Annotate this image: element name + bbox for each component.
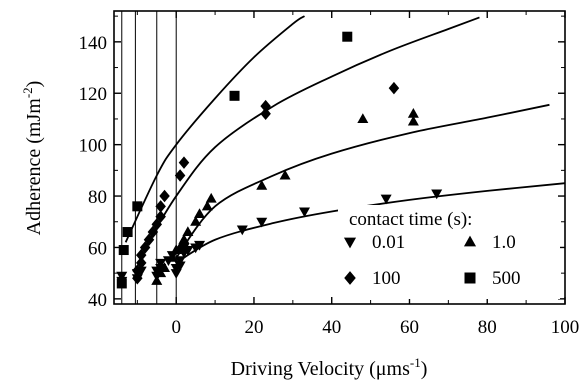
x-axis-title: Driving Velocity (μms-1) bbox=[231, 355, 428, 380]
legend-marker-500 bbox=[464, 272, 476, 284]
data-point-1.0-7 bbox=[182, 226, 194, 237]
data-point-100-2 bbox=[135, 256, 147, 270]
data-point-0.01-1 bbox=[116, 271, 128, 282]
data-point-500-0 bbox=[116, 278, 127, 289]
y-axis-title: Adherence (mJm-2) bbox=[20, 81, 45, 236]
data-point-1.0-0 bbox=[151, 275, 163, 285]
legend-label-0.01: 0.01 bbox=[372, 232, 405, 253]
data-point-0.01-21 bbox=[256, 217, 268, 228]
data-points bbox=[116, 31, 443, 289]
y-axis-title-main: Adherence (mJm bbox=[23, 98, 45, 236]
data-point-1.0-6 bbox=[178, 233, 190, 244]
data-point-0.01-24 bbox=[431, 189, 443, 200]
legend-label-500: 500 bbox=[492, 268, 521, 289]
y-tick-labels: 40 60 80 100 120 140 bbox=[79, 33, 108, 311]
data-point-500-4 bbox=[229, 90, 240, 101]
plot-frame bbox=[113, 10, 566, 305]
y-tick-label-3: 100 bbox=[79, 136, 108, 157]
legend-marker-0.01 bbox=[343, 237, 357, 249]
legend-title: contact time (s): bbox=[349, 209, 472, 230]
x-tick-label-2: 40 bbox=[322, 317, 341, 338]
legend-label-100: 100 bbox=[372, 268, 401, 289]
data-point-1.0-10 bbox=[201, 200, 213, 211]
data-point-1.0-2 bbox=[159, 262, 171, 273]
grid-lines bbox=[121, 11, 177, 304]
data-point-0.01-22 bbox=[299, 207, 311, 218]
x-tick-label-5: 100 bbox=[551, 317, 580, 338]
data-point-0.01-20 bbox=[236, 225, 248, 236]
data-point-100-0 bbox=[132, 272, 143, 285]
data-point-0.01-14 bbox=[174, 256, 186, 267]
x-tick-labels: 0 20 40 60 80 100 bbox=[171, 317, 579, 338]
data-point-1.0-1 bbox=[155, 267, 167, 278]
legend-items: 0.01 1.0 100 500 bbox=[343, 232, 521, 289]
x-axis-title-tail: ) bbox=[421, 358, 428, 380]
y-tick-label-2: 80 bbox=[88, 187, 107, 208]
data-point-100-12 bbox=[178, 156, 190, 169]
data-point-500-2 bbox=[122, 227, 133, 238]
data-point-1.0-16 bbox=[407, 108, 419, 118]
data-point-1.0-8 bbox=[190, 216, 202, 226]
y-axis-title-tail: ) bbox=[23, 81, 45, 88]
fit-curve-0.01 bbox=[175, 182, 566, 264]
fit-curve-1.0 bbox=[175, 103, 550, 259]
data-point-0.01-19 bbox=[194, 240, 206, 251]
y-tick-label-0: 40 bbox=[88, 290, 107, 311]
legend-background bbox=[338, 205, 560, 299]
fit-curve-100 bbox=[144, 16, 480, 248]
data-point-0.01-17 bbox=[182, 246, 194, 256]
data-point-500-1 bbox=[118, 245, 129, 256]
legend-marker-100 bbox=[344, 271, 356, 285]
data-point-0.01-11 bbox=[170, 269, 182, 279]
y-tick-label-4: 120 bbox=[79, 84, 108, 105]
data-point-500-5 bbox=[342, 31, 353, 42]
x-tick-label-1: 20 bbox=[244, 317, 263, 338]
data-point-1.0-14 bbox=[357, 113, 369, 123]
data-point-500-3 bbox=[132, 201, 143, 212]
data-point-100-9 bbox=[155, 200, 166, 213]
data-point-1.0-5 bbox=[174, 241, 186, 252]
data-point-1.0-15 bbox=[407, 115, 419, 126]
data-point-100-15 bbox=[388, 81, 400, 95]
legend-label-1.0: 1.0 bbox=[492, 232, 516, 253]
data-point-1.0-9 bbox=[194, 208, 206, 219]
data-point-1.0-11 bbox=[205, 192, 217, 203]
x-tick-label-0: 0 bbox=[171, 317, 181, 338]
y-tick-label-5: 140 bbox=[79, 33, 108, 54]
data-point-1.0-12 bbox=[256, 180, 268, 190]
axis-ticks bbox=[114, 11, 566, 304]
legend-marker-1.0 bbox=[463, 235, 477, 247]
data-point-100-10 bbox=[159, 189, 170, 203]
legend: contact time (s): 0.01 1.0 100 500 bbox=[338, 205, 560, 299]
x-tick-label-4: 80 bbox=[478, 317, 497, 338]
y-axis-title-sup: -2 bbox=[20, 87, 35, 98]
data-point-100-13 bbox=[260, 107, 271, 121]
x-axis-title-sup: -1 bbox=[410, 355, 421, 370]
fit-curves bbox=[124, 15, 566, 264]
x-axis-title-main: Driving Velocity (μms bbox=[231, 358, 410, 380]
data-point-100-8 bbox=[155, 210, 166, 223]
y-tick-label-1: 60 bbox=[88, 238, 107, 259]
data-point-1.0-13 bbox=[279, 169, 291, 180]
x-tick-label-3: 60 bbox=[400, 317, 419, 338]
data-point-100-14 bbox=[260, 99, 271, 113]
fit-curve-500 bbox=[124, 15, 306, 243]
data-point-0.01-8 bbox=[155, 258, 167, 269]
data-point-1.0-3 bbox=[166, 251, 178, 262]
data-point-100-11 bbox=[174, 169, 186, 182]
data-point-0.01-23 bbox=[380, 194, 392, 205]
data-point-0.01-13 bbox=[174, 261, 186, 272]
